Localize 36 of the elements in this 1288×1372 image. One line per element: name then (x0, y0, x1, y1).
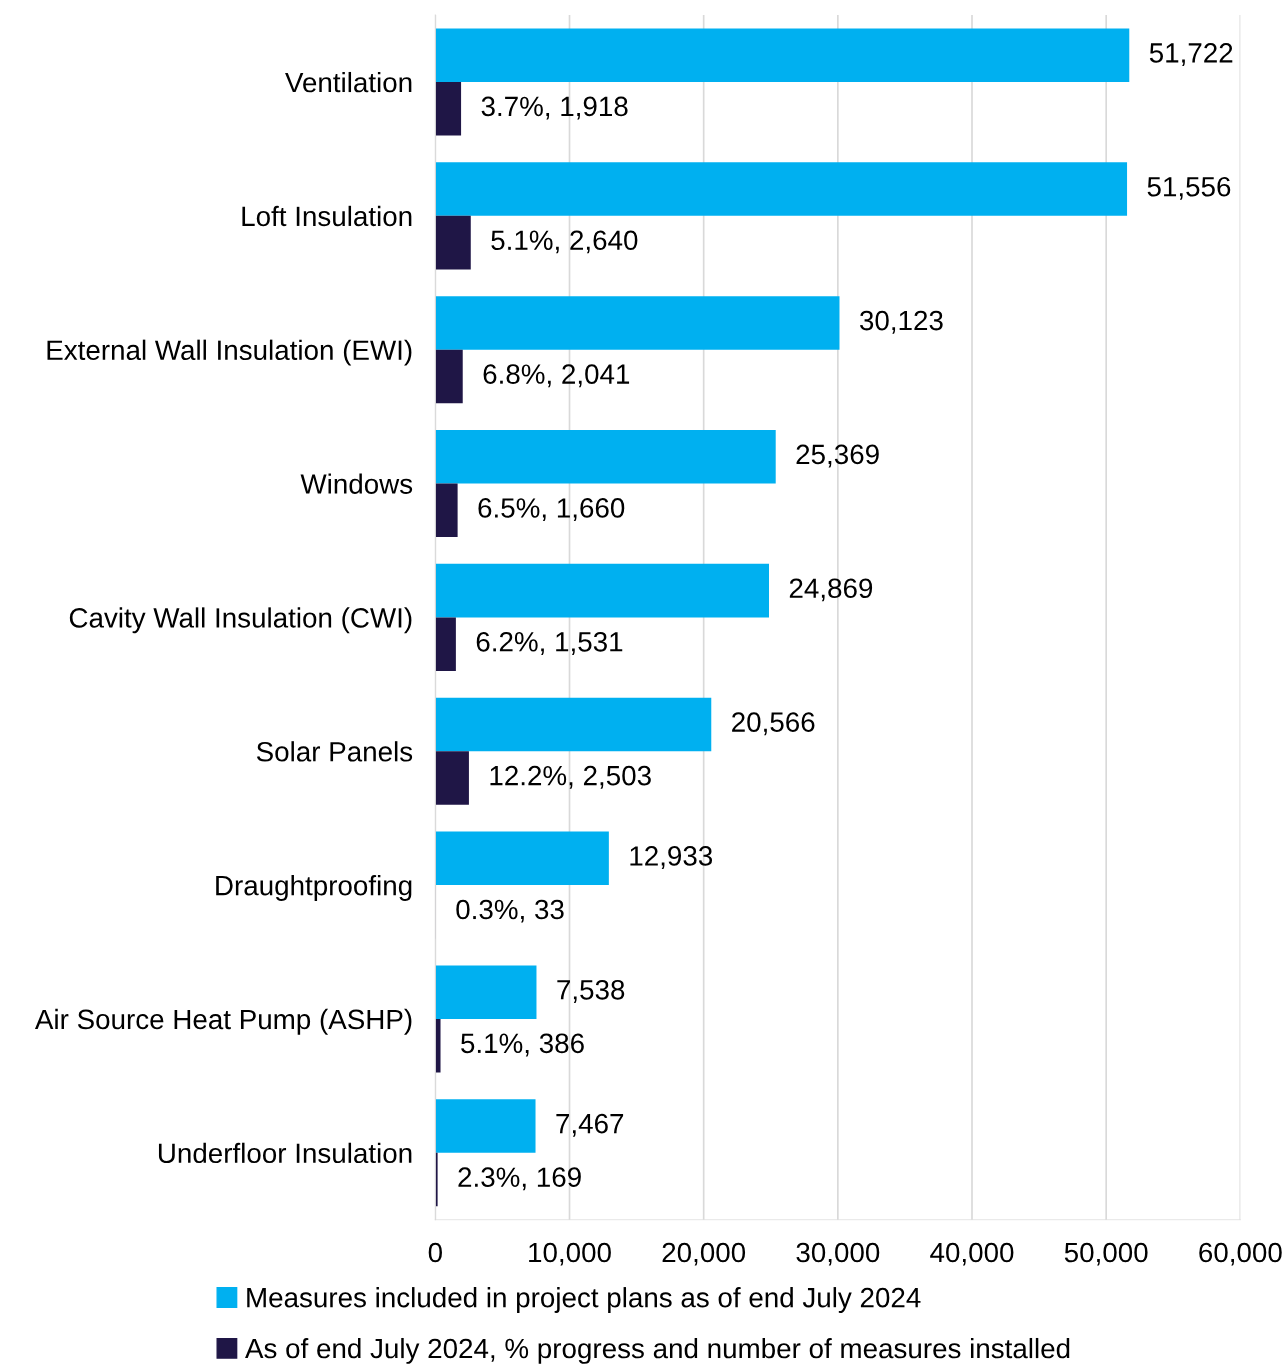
y-tick-label: Ventilation (285, 71, 412, 93)
y-tick-label: Draughtproofing (216, 875, 412, 901)
legend-label: As of end July 2024, % progress and number of measures installed (245, 1337, 1070, 1364)
x-tick-label: 40,000 (930, 1242, 1014, 1266)
x-tick-label: 20,000 (662, 1242, 746, 1266)
x-tick-label: 30,000 (796, 1242, 880, 1266)
y-tick-label: Air Source Heat Pump (ASHP) (34, 1008, 412, 1035)
data-label: 51,556 (1147, 176, 1231, 200)
data-label: 24,869 (789, 578, 873, 602)
x-tick-label: 50,000 (1064, 1242, 1148, 1266)
data-label: 12,933 (630, 846, 713, 870)
data-label: 6.5%, 1,660 (478, 498, 625, 522)
data-label: 7,538 (557, 979, 625, 1003)
data-label: 30,123 (860, 310, 943, 334)
data-label: 25,369 (796, 444, 879, 468)
data-label: 51,722 (1149, 43, 1233, 66)
data-label: 5.1%, 386 (461, 1033, 584, 1057)
data-label: 6.8%, 2,041 (483, 364, 630, 388)
data-label: 3.7%, 1,918 (481, 96, 628, 120)
y-tick-label: Solar Panels (256, 741, 413, 762)
y-tick-label: External Wall Insulation (EWI) (47, 339, 412, 366)
data-label: 2.3%, 169 (458, 1167, 581, 1191)
data-label: 20,566 (732, 712, 815, 736)
x-tick-label: 10,000 (529, 1242, 611, 1266)
data-label: 6.2%, 1,531 (476, 631, 623, 655)
y-tick-label: Cavity Wall Insulation (CWI) (69, 607, 412, 634)
legend-label: Measures included in project plans as of end July 2024 (247, 1287, 921, 1313)
data-label: 7,467 (556, 1113, 624, 1137)
y-tick-label: Loft Insulation (242, 205, 412, 227)
data-label: 0.3%, 33 (456, 899, 564, 923)
x-tick-label: 0 (428, 1242, 442, 1263)
data-label: 5.1%, 2,640 (491, 230, 638, 254)
data-label: 12.2%, 2,503 (490, 765, 651, 789)
x-tick-label: 60,000 (1199, 1242, 1282, 1266)
y-tick-label: Underfloor Insulation (158, 1142, 412, 1164)
y-tick-label: Windows (300, 473, 413, 494)
